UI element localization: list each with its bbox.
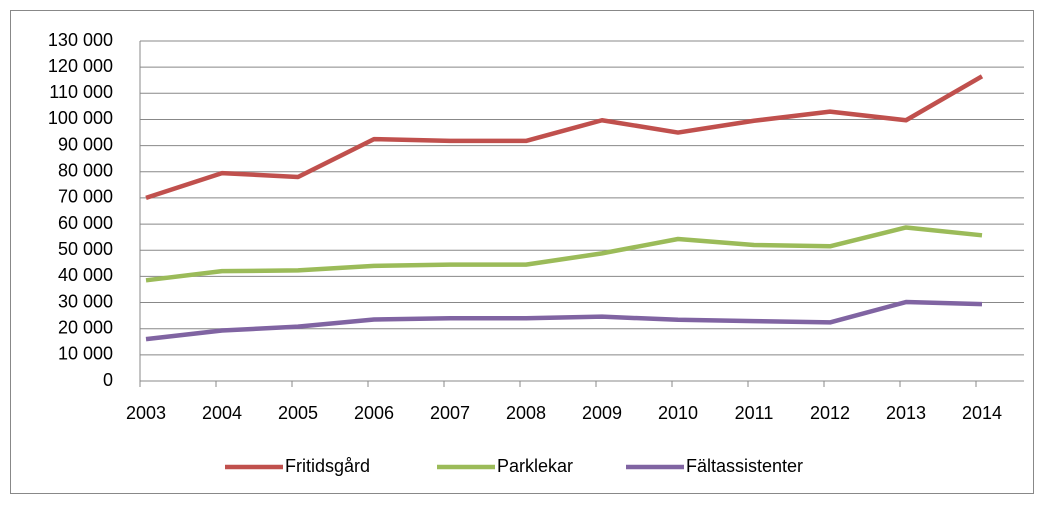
- x-tick-label: 2014: [962, 403, 1002, 423]
- x-tick-label: 2003: [126, 403, 166, 423]
- y-tick-label: 50 000: [58, 239, 113, 259]
- series-line: [145, 225, 983, 283]
- x-tick-label: 2010: [658, 403, 698, 423]
- legend-label: Fritidsgård: [285, 456, 370, 476]
- y-tick-label: 100 000: [48, 108, 113, 128]
- y-tick-label: 80 000: [58, 161, 113, 181]
- series-line: [145, 74, 984, 201]
- chart-border: [10, 10, 1034, 494]
- x-tick-label: 2006: [354, 403, 394, 423]
- y-tick-label: 0: [103, 370, 113, 390]
- x-tick-label: 2013: [886, 403, 926, 423]
- y-tick-label: 40 000: [58, 265, 113, 285]
- x-tick-label: 2007: [430, 403, 470, 423]
- y-tick-label: 110 000: [49, 82, 113, 102]
- y-tick-label: 20 000: [58, 317, 113, 337]
- y-tick-label: 120 000: [48, 56, 113, 76]
- legend-label: Parklekar: [497, 456, 573, 476]
- x-tick-label: 2011: [735, 403, 774, 423]
- legend-label: Fältassistenter: [686, 456, 803, 476]
- y-tick-label: 30 000: [58, 291, 113, 311]
- x-tick-label: 2008: [506, 403, 546, 423]
- x-tick-label: 2009: [582, 403, 622, 423]
- y-tick-label: 130 000: [48, 30, 113, 50]
- y-tick-label: 60 000: [58, 213, 113, 233]
- x-tick-label: 2012: [810, 403, 850, 423]
- y-tick-label: 90 000: [58, 134, 113, 154]
- x-tick-label: 2005: [278, 403, 318, 423]
- y-tick-label: 10 000: [58, 344, 113, 364]
- x-tick-label: 2004: [202, 403, 242, 423]
- series-line: [145, 299, 983, 342]
- y-tick-label: 70 000: [58, 187, 113, 207]
